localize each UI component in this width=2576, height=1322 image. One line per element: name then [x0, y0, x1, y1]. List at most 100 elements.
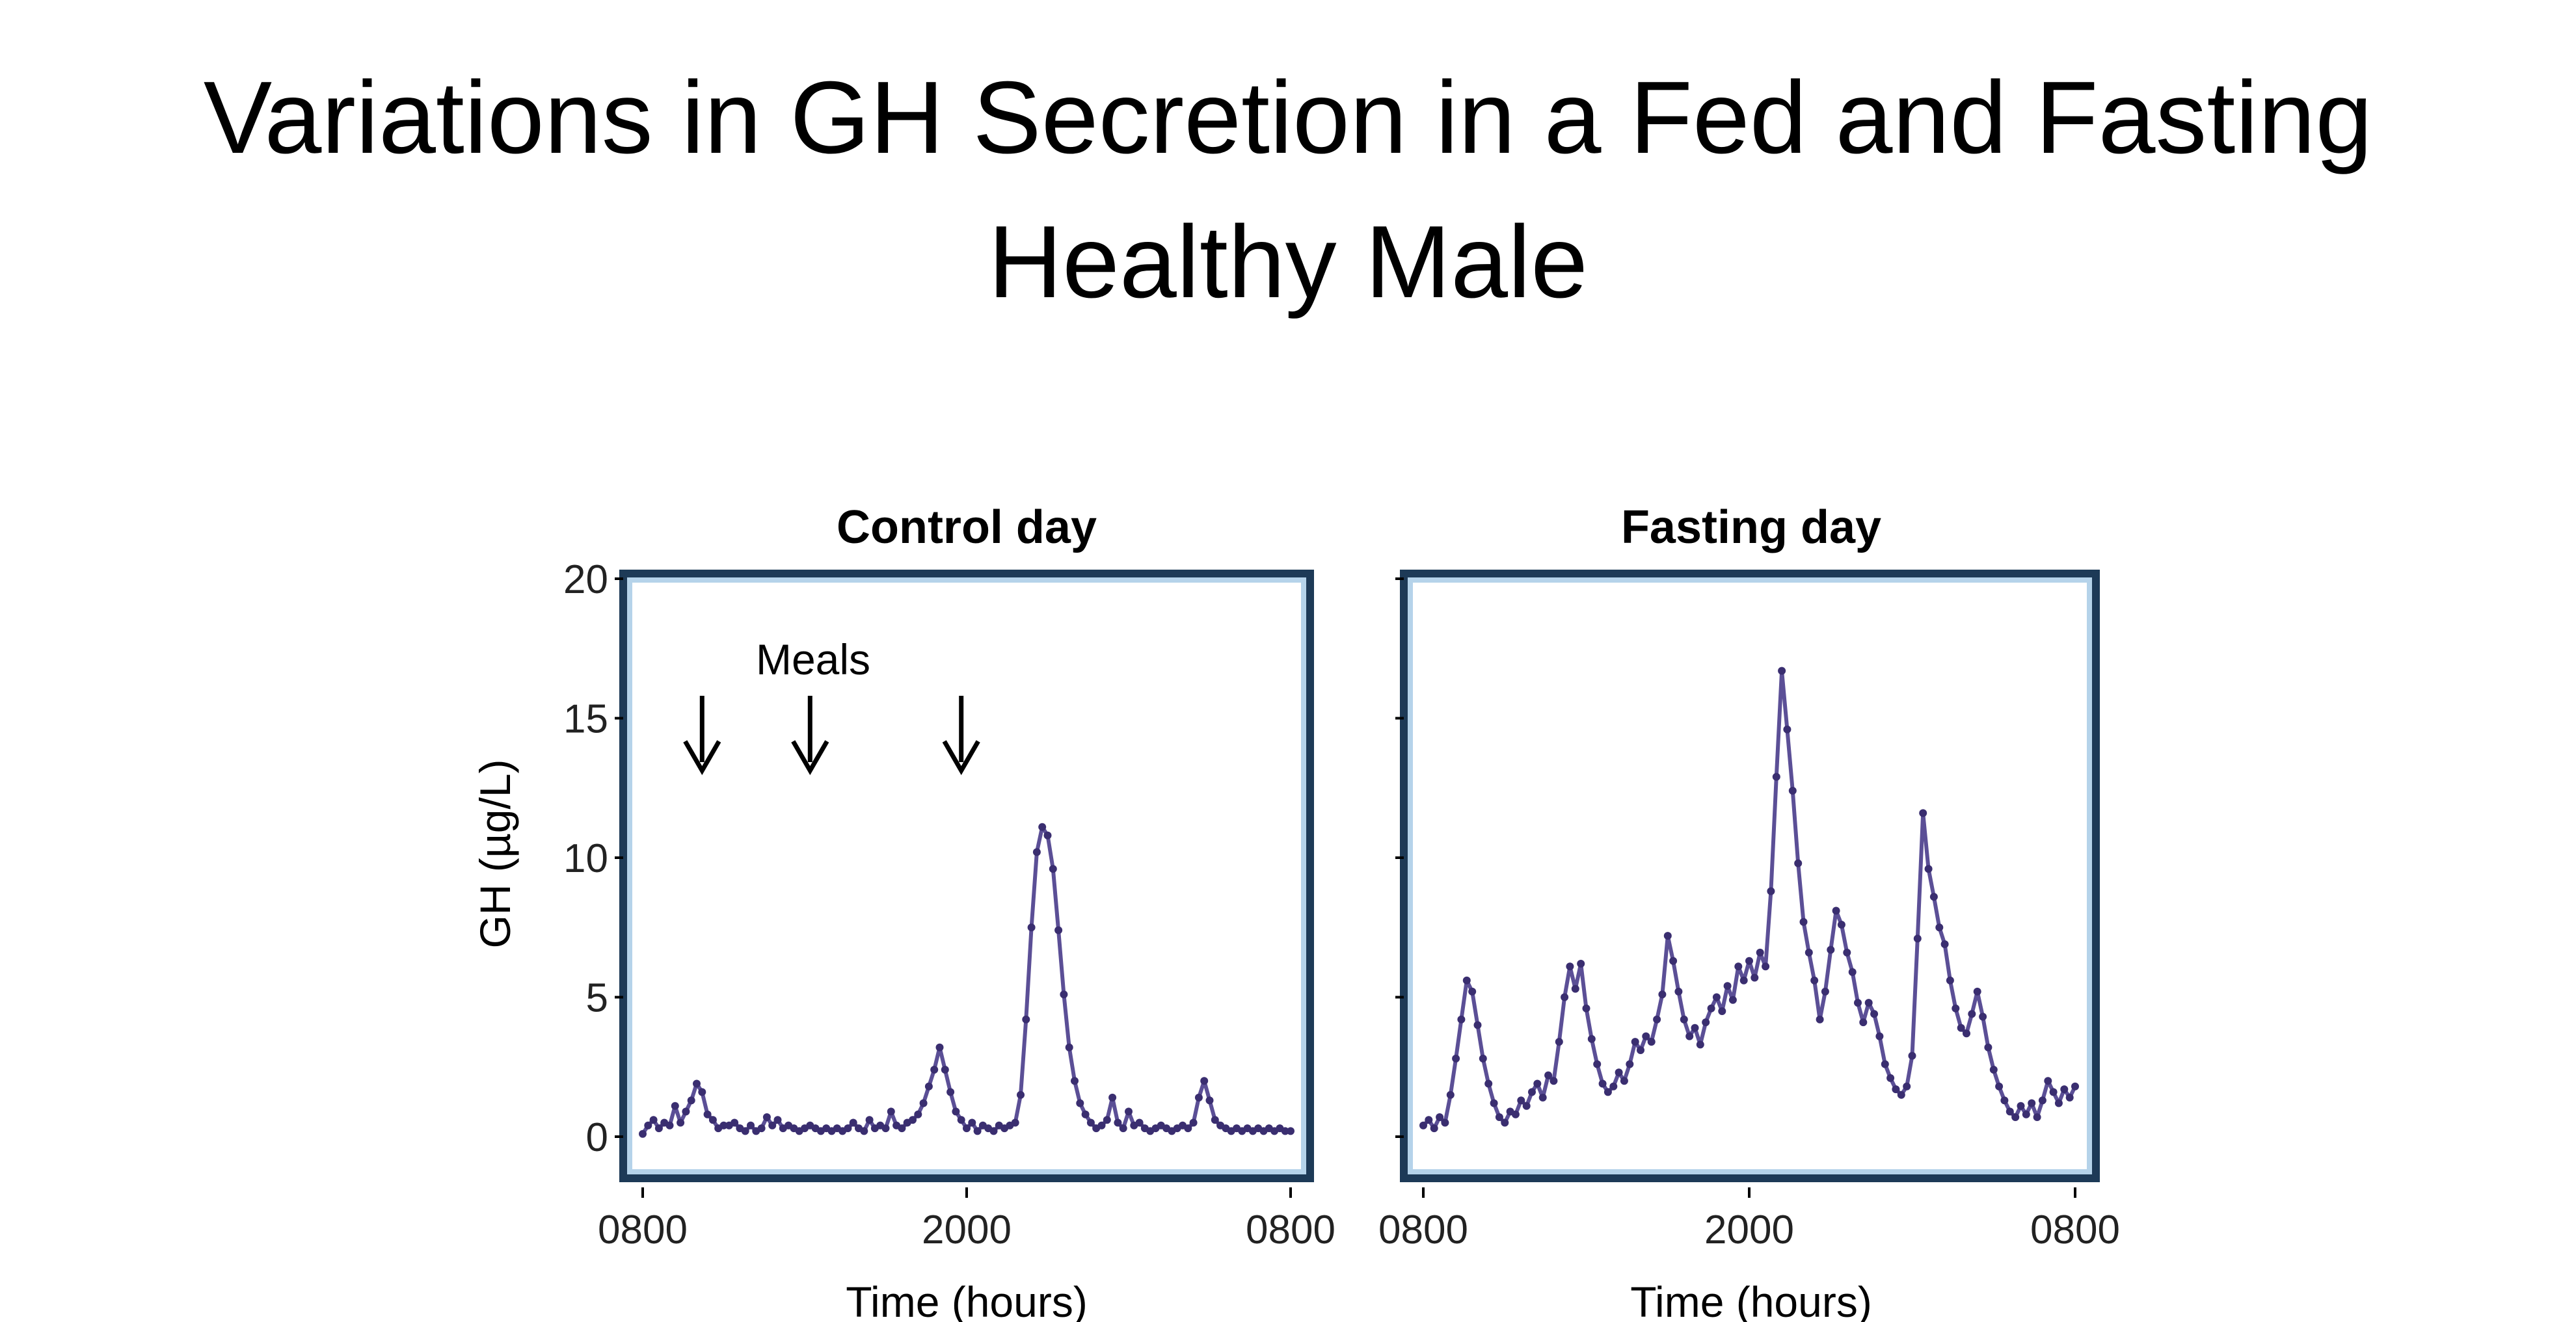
plot-frame-control — [619, 570, 1314, 1182]
data-point-control — [1065, 1043, 1073, 1051]
data-point-control — [881, 1124, 890, 1133]
data-point-fasting — [1859, 1018, 1868, 1027]
data-point-fasting — [1772, 773, 1780, 781]
y-tick-label-control: 15 — [563, 697, 608, 742]
data-point-fasting — [2006, 1107, 2014, 1116]
y-tick-label-control: 20 — [563, 557, 608, 602]
data-point-fasting — [1946, 976, 1954, 985]
data-point-fasting — [1903, 1082, 1911, 1091]
data-point-control — [930, 1066, 939, 1074]
data-point-fasting — [1886, 1074, 1895, 1082]
data-point-control — [1200, 1077, 1209, 1085]
data-point-fasting — [1837, 921, 1845, 929]
data-point-control — [1086, 1118, 1095, 1127]
data-point-control — [687, 1096, 695, 1105]
data-point-fasting — [1952, 1004, 1960, 1012]
data-point-fasting — [1995, 1082, 2004, 1091]
data-point-fasting — [2017, 1102, 2025, 1110]
data-point-fasting — [1778, 667, 1786, 675]
data-point-fasting — [1462, 976, 1471, 985]
data-point-fasting — [1957, 1024, 1965, 1032]
data-point-fasting — [1501, 1118, 1509, 1127]
data-point-control — [1125, 1107, 1133, 1116]
data-point-fasting — [1495, 1113, 1503, 1121]
data-point-fasting — [1734, 962, 1743, 971]
data-point-fasting — [2071, 1082, 2079, 1091]
x-tick-label-control: 2000 — [922, 1208, 1012, 1252]
data-point-fasting — [1973, 987, 1981, 996]
data-point-fasting — [1756, 948, 1764, 957]
data-point-fasting — [1908, 1051, 1916, 1060]
data-point-control — [865, 1116, 874, 1124]
x-tick-label-control: 0800 — [598, 1208, 688, 1252]
data-point-control — [1011, 1118, 1019, 1127]
data-point-control — [1081, 1110, 1090, 1118]
data-point-fasting — [1620, 1077, 1628, 1085]
data-point-fasting — [1739, 976, 1748, 985]
data-point-fasting — [1984, 1043, 1992, 1051]
data-point-control — [1205, 1096, 1214, 1105]
data-point-fasting — [1875, 1032, 1884, 1040]
data-point-control — [665, 1121, 674, 1130]
data-point-fasting — [1691, 1024, 1699, 1032]
data-point-fasting — [1436, 1113, 1444, 1121]
data-point-control — [1071, 1077, 1079, 1085]
data-point-control — [1038, 823, 1047, 831]
data-point-control — [860, 1127, 868, 1135]
data-point-fasting — [1810, 976, 1819, 985]
data-point-control — [719, 1121, 728, 1130]
x-tick-label-fasting: 2000 — [1704, 1208, 1794, 1252]
data-point-control — [924, 1082, 933, 1091]
data-point-fasting — [1452, 1054, 1460, 1063]
x-tick-label-fasting: 0800 — [2030, 1208, 2120, 1252]
data-point-fasting — [1728, 996, 1737, 1004]
data-point-fasting — [1935, 923, 1944, 932]
data-point-fasting — [1561, 993, 1569, 1001]
data-point-control — [1032, 848, 1041, 856]
data-point-control — [989, 1127, 998, 1135]
series-control — [639, 823, 1295, 1138]
data-point-fasting — [1593, 1060, 1602, 1068]
data-point-control — [757, 1124, 766, 1133]
data-point-fasting — [1430, 1124, 1438, 1133]
data-point-fasting — [1897, 1091, 1905, 1099]
data-point-fasting — [1626, 1060, 1634, 1068]
meal-arrow-head — [942, 740, 980, 775]
data-point-control — [1060, 990, 1068, 999]
data-point-fasting — [1550, 1077, 1558, 1085]
data-point-fasting — [1631, 1038, 1639, 1046]
data-point-fasting — [1457, 1015, 1466, 1024]
data-point-fasting — [1799, 918, 1808, 926]
data-point-control — [941, 1066, 949, 1074]
data-point-fasting — [1609, 1082, 1618, 1091]
data-point-fasting — [1419, 1121, 1427, 1130]
data-point-fasting — [1929, 893, 1938, 901]
data-point-control — [649, 1116, 658, 1124]
data-point-control — [963, 1124, 971, 1133]
data-point-fasting — [1864, 999, 1873, 1007]
data-point-control — [693, 1079, 701, 1088]
data-point-fasting — [1615, 1068, 1623, 1077]
data-point-fasting — [1919, 809, 1927, 817]
data-point-fasting — [1848, 968, 1857, 976]
data-point-fasting — [1528, 1088, 1536, 1096]
data-point-control — [898, 1124, 906, 1133]
data-point-fasting — [1533, 1079, 1542, 1088]
slide-title-line-1: Variations in GH Secretion in a Fed and … — [203, 60, 2373, 175]
data-point-control — [946, 1088, 955, 1096]
data-point-fasting — [2000, 1096, 2009, 1105]
chart-title-control: Control day — [837, 501, 1097, 553]
x-axis-fasting: 0800 2000 0800 — [1378, 1187, 2120, 1252]
data-point-fasting — [1571, 985, 1579, 993]
x-axis-label-fasting: Time (hours) — [1630, 1278, 1872, 1322]
data-point-fasting — [1702, 1018, 1710, 1027]
data-point-fasting — [1788, 787, 1797, 795]
data-point-fasting — [1538, 1093, 1547, 1102]
data-point-control — [909, 1116, 917, 1124]
data-point-fasting — [1751, 973, 1759, 982]
data-point-fasting — [1517, 1096, 1525, 1105]
data-point-fasting — [2033, 1113, 2041, 1121]
data-point-fasting — [1843, 948, 1851, 957]
data-point-fasting — [1603, 1088, 1612, 1096]
